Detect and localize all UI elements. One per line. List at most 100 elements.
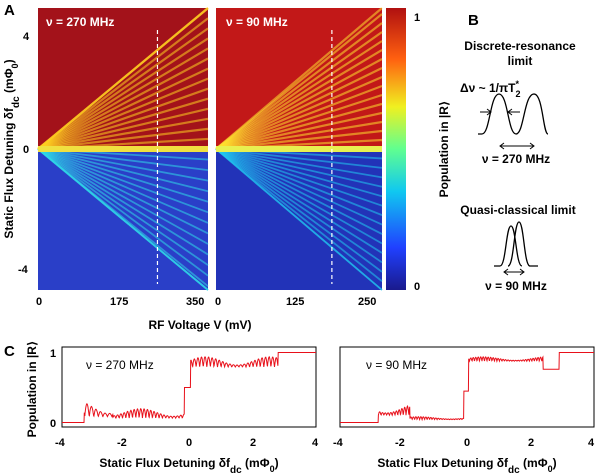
- heatmap-right: ν = 90 MHz: [215, 7, 383, 291]
- heatmap-fringe: [37, 67, 209, 150]
- heatmap-fringe: [215, 148, 383, 198]
- trace-left-x-label: Static Flux Detuning δfdc (mΦ0): [99, 456, 278, 474]
- colorbar-tick-0: 0: [414, 281, 420, 293]
- heatmap-right-fringes: [215, 7, 383, 291]
- trace-right-xtick-0: 0: [464, 437, 470, 449]
- trace-left-xtick-neg4: -4: [55, 437, 66, 449]
- quasi-curve-2: [507, 221, 538, 267]
- heatmap-fringe: [215, 67, 383, 150]
- heatmap-right-xtick-0: 0: [215, 296, 221, 308]
- heatmap-ytick-neg4: -4: [18, 264, 29, 276]
- heatmap-y-axis: 4 0 -4 Static Flux Detuning δfdc (mΦ0): [2, 31, 30, 276]
- trace-right-line: [340, 352, 594, 423]
- heatmap-fringe: [215, 148, 383, 245]
- colorbar-gradient: [386, 8, 406, 290]
- trace-right-frame: [339, 346, 595, 428]
- trace-left-line: [62, 352, 316, 423]
- heatmap-fringe: [37, 37, 209, 150]
- heatmap-ytick-4: 4: [23, 31, 30, 43]
- heatmap-fringe: [215, 148, 383, 283]
- discrete-title-line1: Discrete-resonance: [464, 39, 576, 53]
- heatmap-fringe: [215, 58, 383, 150]
- trace-y-label: Population in |R⟩: [25, 341, 39, 438]
- heatmap-fringe: [215, 102, 383, 151]
- heatmap-fringe: [215, 148, 383, 188]
- panel-letter-c: C: [4, 343, 15, 360]
- heatmap-fringe: [37, 148, 209, 235]
- heatmap-fringe: [215, 148, 383, 291]
- heatmap-fringe: [215, 148, 383, 273]
- heatmap-fringe: [37, 148, 209, 224]
- heatmap-fringe: [37, 107, 209, 151]
- heatmap-right-xtick-125: 125: [286, 296, 304, 308]
- quasi-curve-1: [494, 225, 523, 267]
- linewidth-arrows: [480, 108, 520, 116]
- trace-left-frame: [61, 346, 317, 428]
- heatmap-fringe: [37, 148, 209, 182]
- heatmap-fringe: [37, 7, 209, 150]
- heatmap-fringe: [215, 40, 383, 150]
- panel-letter-b: B: [468, 12, 479, 29]
- heatmap-fringe: [37, 148, 209, 193]
- heatmap-x-label: RF Voltage V (mV): [148, 318, 251, 332]
- discrete-spacing-arrow: [499, 142, 535, 150]
- heatmap-fringe: [37, 148, 209, 266]
- heatmap-fringe: [215, 31, 383, 150]
- trace-right-title: ν = 90 MHz: [366, 358, 427, 372]
- heatmap-left: ν = 270 MHz: [37, 7, 209, 291]
- heatmap-left-xtick-350: 350: [186, 296, 204, 308]
- trace-left-xtick-0: 0: [186, 437, 192, 449]
- heatmap-fringe: [215, 148, 383, 169]
- heatmap-fringe: [215, 75, 383, 151]
- heatmap-fringe: [37, 148, 209, 245]
- trace-right-xtick-neg4: -4: [333, 437, 344, 449]
- heatmap-fringe: [37, 148, 209, 291]
- heatmap-left-xtick-0: 0: [36, 296, 42, 308]
- heatmap-fringe: [215, 7, 383, 150]
- heatmap-fringe: [37, 148, 209, 277]
- discrete-resonance-curve: [478, 93, 549, 135]
- trace-left-title: ν = 270 MHz: [86, 358, 154, 372]
- heatmap-fringe: [215, 93, 383, 151]
- heatmap-fringe: [215, 49, 383, 150]
- quasi-frequency: ν = 90 MHz: [485, 279, 547, 293]
- heatmap-fringe: [215, 22, 383, 150]
- heatmap-fringe: [215, 84, 383, 151]
- heatmap-y-label: Static Flux Detuning δfdc (mΦ0): [2, 59, 22, 238]
- heatmap-fringe: [37, 127, 209, 151]
- heatmap-fringe: [215, 111, 383, 151]
- linewidth-label: Δν ~ 1/πT2*: [460, 79, 521, 99]
- colorbar-tick-1: 1: [414, 12, 420, 24]
- heatmap-fringe: [37, 87, 209, 151]
- heatmap-fringe: [215, 148, 383, 235]
- heatmap-fringe: [37, 57, 209, 150]
- heatmap-left-xtick-175: 175: [110, 296, 128, 308]
- heatmap-left-fringes: [37, 7, 209, 291]
- heatmap-fringe: [37, 148, 209, 172]
- heatmap-right-title: ν = 90 MHz: [226, 15, 288, 29]
- heatmap-fringe: [37, 17, 209, 150]
- colorbar: 1 0 Population in |R⟩: [386, 8, 451, 293]
- heatmap-fringe: [215, 148, 383, 207]
- heatmap-ytick-0: 0: [23, 144, 29, 156]
- trace-right: ν = 90 MHz -4 -2 0 2 4 Static Flux Detun…: [333, 346, 595, 474]
- heatmap-left-title: ν = 270 MHz: [46, 15, 114, 29]
- trace-right-xtick-2: 2: [528, 437, 534, 449]
- heatmap-fringe: [37, 27, 209, 150]
- colorbar-label: Population in |R⟩: [437, 101, 451, 198]
- trace-left-xtick-2: 2: [250, 437, 256, 449]
- trace-left-ytick-1: 1: [50, 348, 56, 360]
- heatmap-fringe: [215, 148, 383, 264]
- panel-b: Discrete-resonance limit Δν ~ 1/πT2* ν =…: [460, 39, 576, 293]
- heatmap-fringe: [37, 148, 209, 256]
- heatmap-fringe: [215, 148, 383, 216]
- trace-left-xtick-neg2: -2: [117, 437, 127, 449]
- panel-letter-a: A: [4, 2, 15, 19]
- heatmap-fringe: [215, 129, 383, 151]
- heatmap-fringe: [37, 47, 209, 150]
- heatmap-fringe: [215, 148, 383, 226]
- trace-left: ν = 270 MHz 1 0 -4 -2 0 2 4 Static Flux …: [25, 341, 319, 474]
- trace-left-ytick-0: 0: [50, 418, 56, 430]
- trace-right-xtick-neg2: -2: [395, 437, 405, 449]
- heatmap-fringe: [37, 117, 209, 151]
